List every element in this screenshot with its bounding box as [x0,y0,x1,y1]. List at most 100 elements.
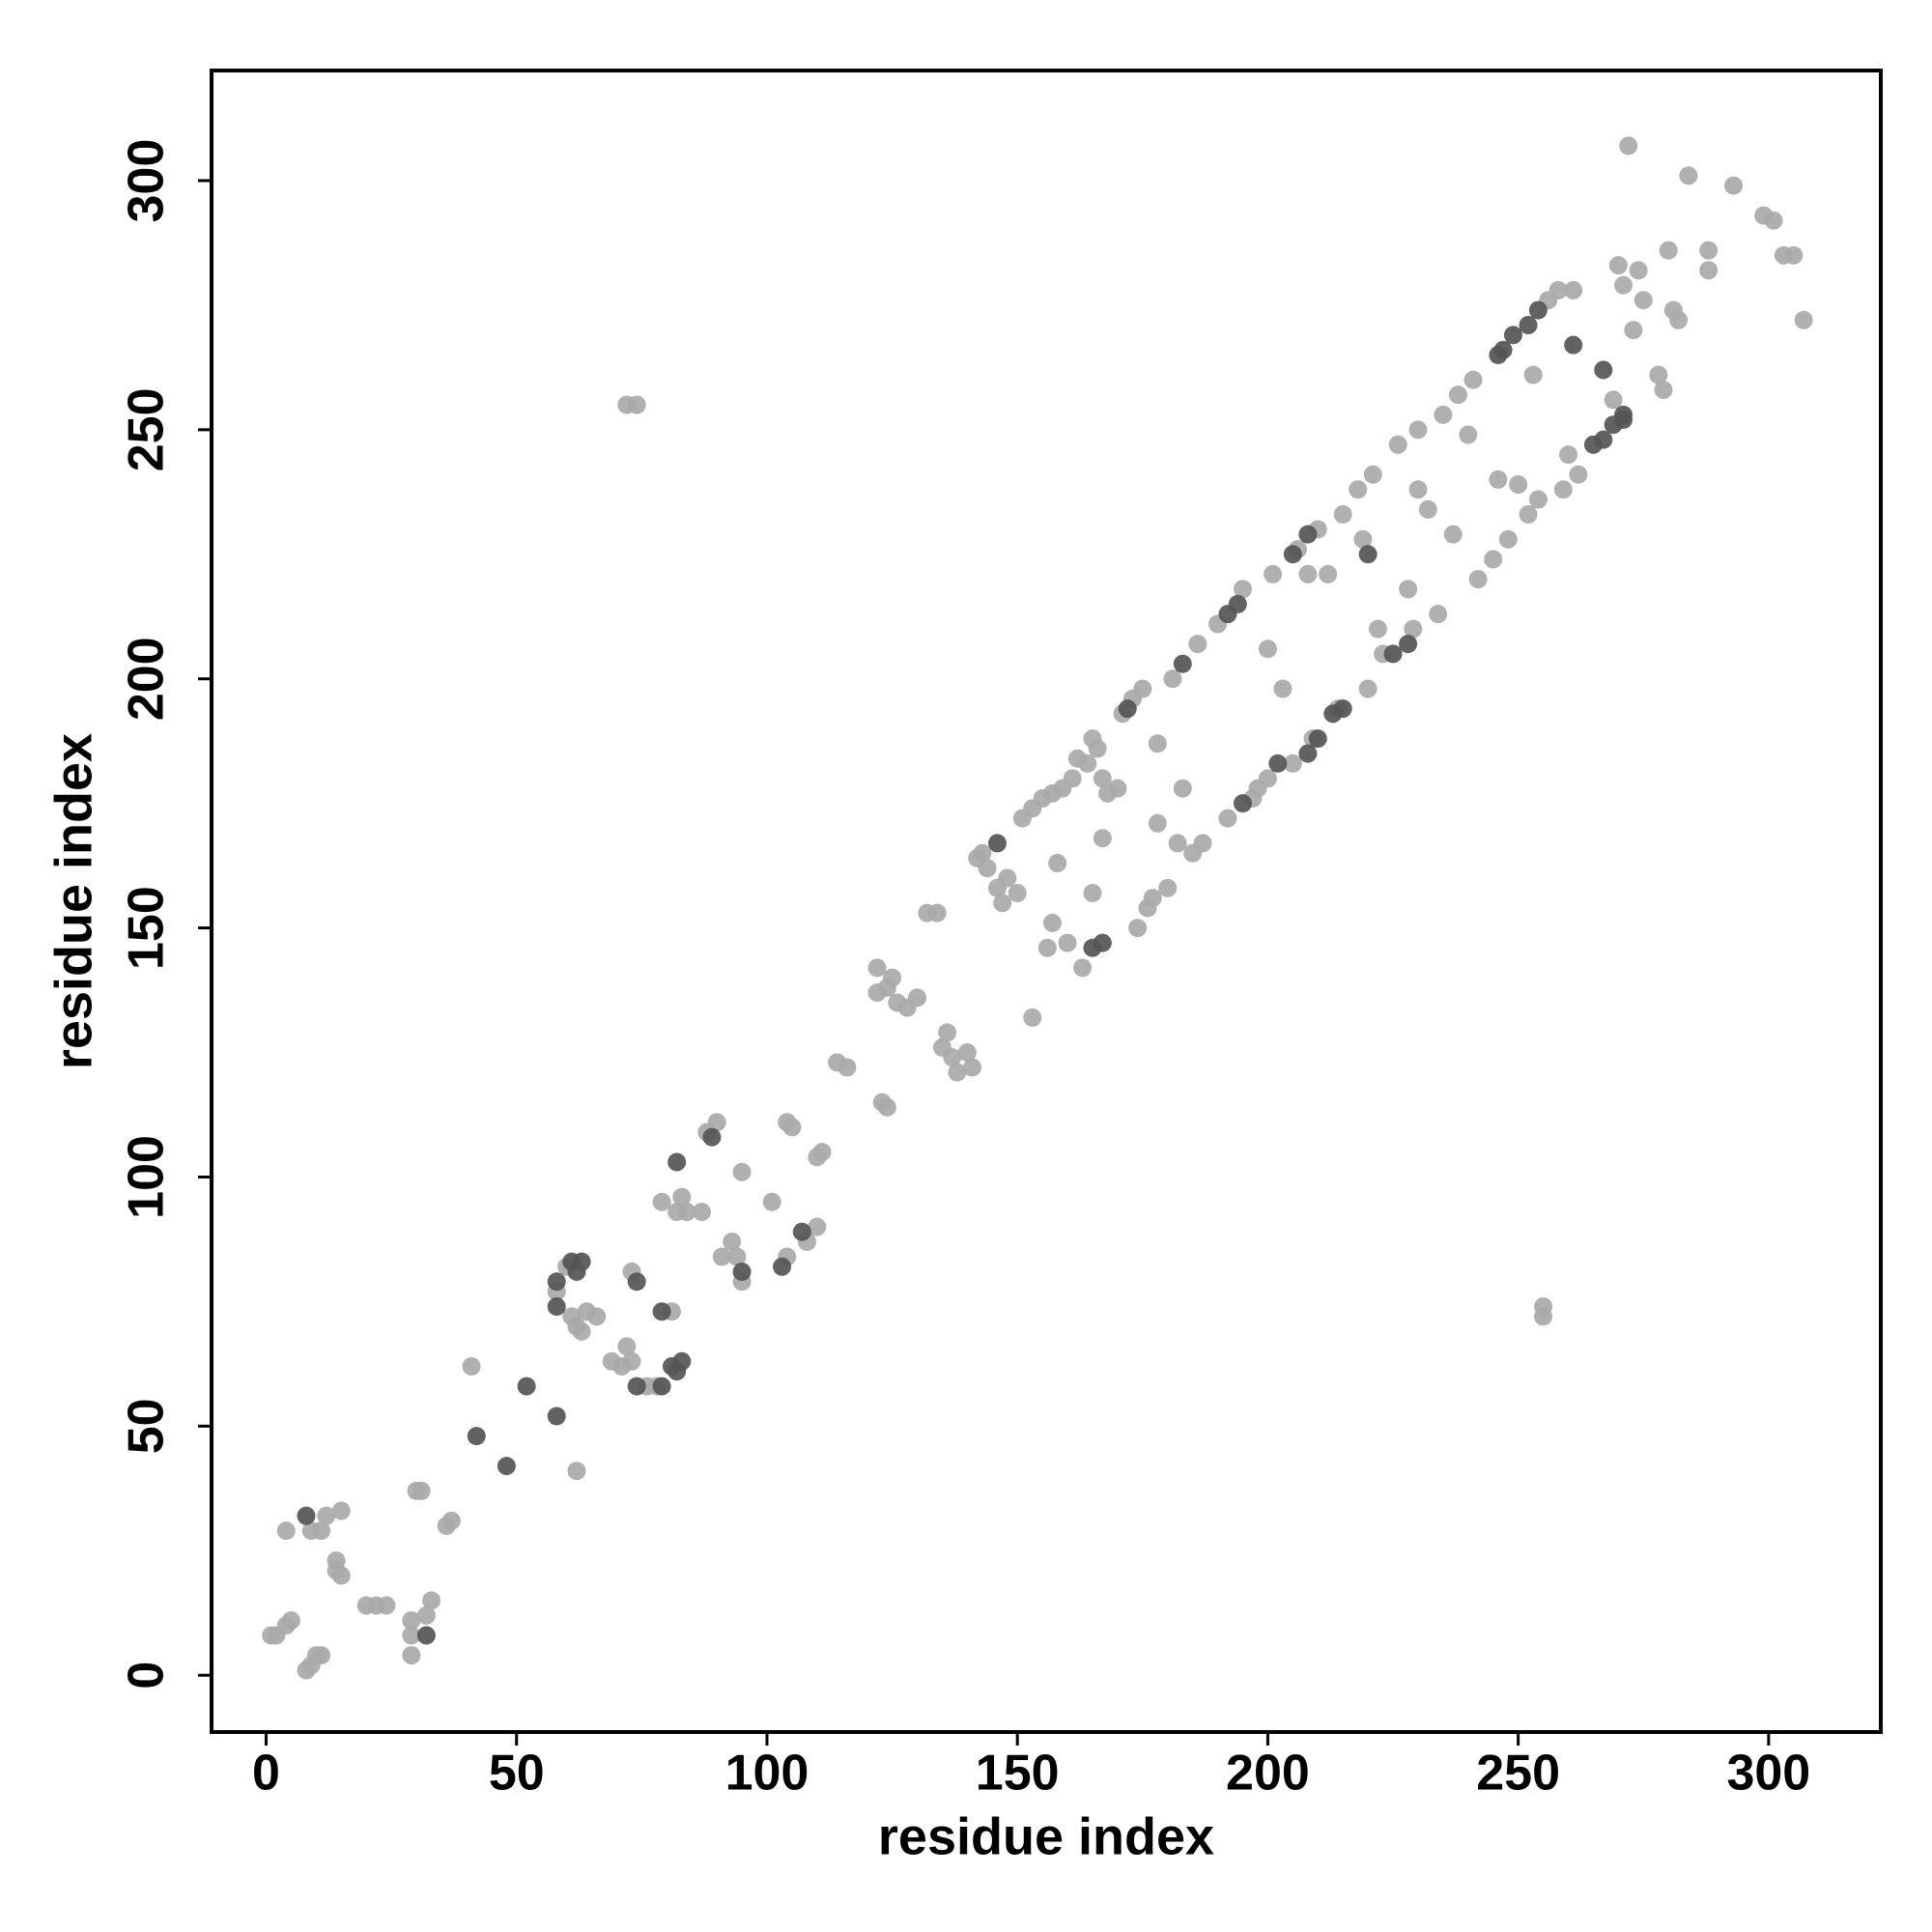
point [1148,813,1167,833]
point [762,1192,781,1211]
point [622,1351,641,1371]
point [1724,176,1744,195]
point [1608,256,1628,275]
point [462,1356,481,1376]
point [517,1377,536,1396]
point [416,1626,436,1645]
point [1228,594,1247,613]
point [1283,545,1302,564]
point [547,1297,566,1317]
point [587,1307,607,1326]
point [1298,564,1318,583]
point [1298,525,1318,544]
point [1058,933,1077,952]
point [1519,505,1538,525]
point [1794,310,1813,329]
point [998,868,1017,888]
point [877,1097,896,1117]
point [1168,834,1187,853]
point [1023,1008,1042,1027]
point [1614,405,1634,424]
point [1264,564,1283,583]
point [312,1646,331,1665]
point [1558,445,1577,465]
point [677,1203,696,1222]
point [1468,570,1488,589]
point [1534,1297,1553,1317]
point [1399,635,1418,654]
point [1173,779,1192,798]
point [1048,854,1067,873]
point [732,1162,752,1181]
point [987,834,1007,853]
y-tick-label: 100 [119,1135,175,1219]
x-tick-label: 250 [1476,1746,1560,1802]
y-tick-label: 200 [119,637,175,721]
point [867,958,887,978]
point [1764,211,1783,230]
point [907,988,926,1008]
point [978,859,997,878]
point [377,1596,396,1615]
point [1699,241,1719,260]
point [652,1377,671,1396]
y-tick-label: 250 [119,387,175,471]
point [547,1272,566,1292]
point [281,1610,300,1630]
point [1333,699,1352,719]
point [668,1152,687,1172]
point [1564,280,1583,299]
point [1233,580,1252,599]
point [1218,809,1237,828]
point [402,1646,421,1665]
point [1654,381,1673,400]
point [1594,430,1613,449]
point [1634,291,1653,310]
point [1358,545,1378,564]
point [1408,420,1428,440]
point [1308,729,1327,749]
point [1163,669,1182,689]
point [1523,365,1543,384]
point [1128,919,1148,938]
point [1594,360,1613,380]
point [1188,635,1208,654]
point [707,1113,726,1132]
point [402,1626,421,1645]
point [1699,261,1719,280]
point [1333,505,1352,525]
x-axis-title: residue index [878,1807,1214,1865]
y-tick-label: 0 [119,1662,175,1690]
point [572,1321,591,1341]
point [416,1605,436,1625]
point [1434,405,1453,424]
point [497,1457,516,1476]
point [1093,933,1112,952]
point [963,1058,982,1077]
point [808,1217,827,1236]
point [1078,753,1097,773]
point [693,1203,712,1222]
point [441,1511,461,1530]
point [1509,475,1528,495]
point [1404,619,1423,639]
point [1564,335,1583,355]
point [1258,769,1277,788]
point [712,1247,731,1266]
point [1498,529,1518,549]
point [1042,913,1062,932]
point [412,1481,431,1500]
point [792,1222,811,1241]
point [312,1521,331,1541]
point [1273,679,1293,698]
point [1489,469,1508,489]
point [547,1406,566,1426]
point [1503,326,1522,345]
point [1399,580,1418,599]
point [1429,605,1448,624]
y-tick-label: 50 [119,1398,175,1454]
point [1484,550,1503,569]
point [702,1127,722,1147]
point [1063,769,1082,788]
